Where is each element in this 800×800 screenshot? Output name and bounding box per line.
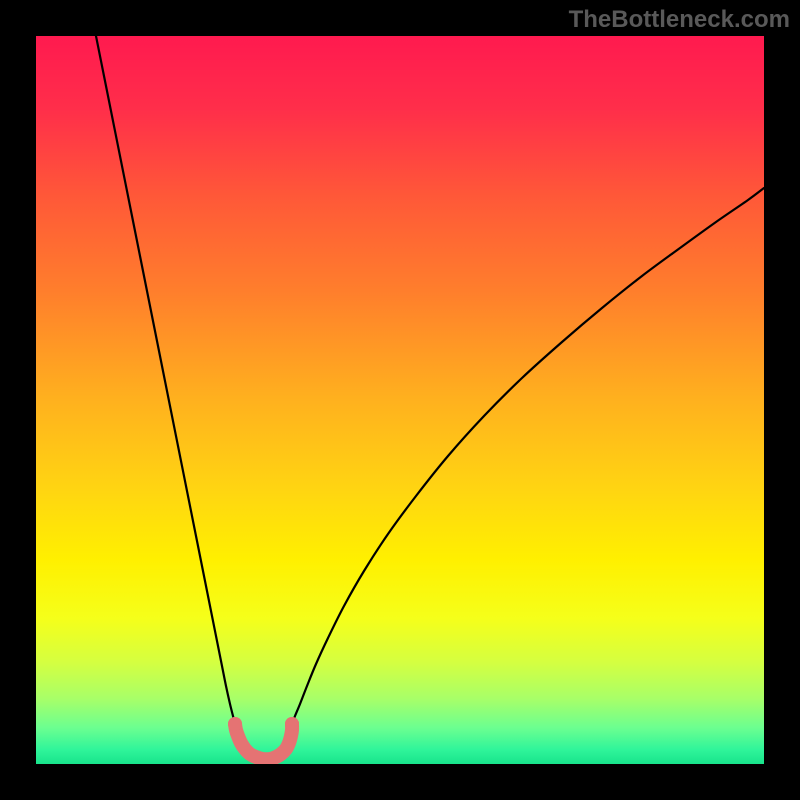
chart-canvas: TheBottleneck.com	[0, 0, 800, 800]
watermark-text: TheBottleneck.com	[569, 6, 790, 34]
plot-area	[36, 36, 764, 764]
curve-overlay	[36, 36, 764, 764]
